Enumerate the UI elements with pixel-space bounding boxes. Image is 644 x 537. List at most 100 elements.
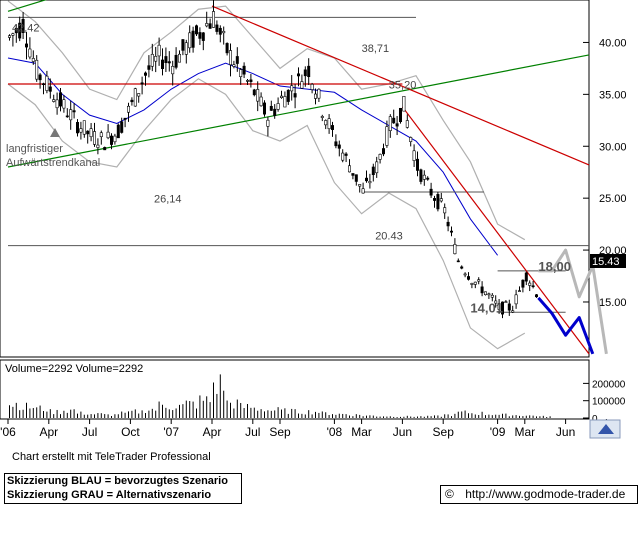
candle-body <box>106 131 110 139</box>
candle-body <box>317 88 321 99</box>
candle-body <box>273 108 277 116</box>
candle-body <box>381 148 385 155</box>
candle-body <box>330 125 334 130</box>
trend-line-4 <box>401 106 590 355</box>
candle-body <box>385 126 389 146</box>
candle-body <box>198 32 202 39</box>
candle-body <box>35 59 39 80</box>
candle-body <box>103 147 107 151</box>
candle-body <box>86 130 90 135</box>
candle-body <box>130 99 134 103</box>
legend-blue: Skizzierung BLAU = bevorzugtes Szenario <box>7 475 228 487</box>
candle-body <box>21 18 25 33</box>
candle-body <box>195 25 199 35</box>
candle-body <box>351 173 355 176</box>
x-tick-label-5: Apr <box>203 425 222 439</box>
volume-bars <box>9 374 551 418</box>
candle-body <box>252 89 256 96</box>
candle-body <box>337 144 341 149</box>
volume-label: Volume=2292 Volume=2292 <box>5 363 143 375</box>
candle-body <box>154 56 158 62</box>
candle-body <box>402 96 406 112</box>
candle-body <box>96 144 100 148</box>
candle-body <box>415 158 419 171</box>
candle-body <box>201 32 205 41</box>
candle-body <box>110 135 114 145</box>
candle-body <box>511 310 515 313</box>
candle-body <box>246 80 250 82</box>
candle-body <box>205 23 209 27</box>
trend-line-3 <box>211 5 590 166</box>
marker-triangle-icon <box>50 128 60 137</box>
candle-body <box>409 137 413 142</box>
candle-body <box>358 184 362 187</box>
y-tick-label-0: 40.00 <box>599 37 627 49</box>
scenario-line-1 <box>538 248 608 355</box>
scenario-line-0 <box>537 296 595 355</box>
annotation-level-42: 42,42 <box>12 22 40 34</box>
candle-body <box>354 174 358 182</box>
website-box[interactable]: © http://www.godmode-trader.de <box>440 485 638 504</box>
x-axis: '06 Apr Jul Oct '07 Apr Jul Sep '08 Mar Jun Sep '09 M… <box>0 419 617 439</box>
candle-body <box>137 93 141 97</box>
candle-body <box>41 83 45 85</box>
candle-body <box>310 84 314 90</box>
candle-body <box>174 54 178 68</box>
candle-body <box>487 293 491 296</box>
candle-body <box>52 99 56 102</box>
candle-body <box>235 56 239 64</box>
candle-body <box>361 188 365 194</box>
candle-body <box>443 207 447 214</box>
candle-body <box>405 120 409 128</box>
candle-body <box>157 44 161 57</box>
candle-body <box>28 48 32 58</box>
x-tick-label-7: Sep <box>269 425 291 439</box>
candle-body <box>82 120 86 135</box>
candle-body <box>313 93 317 99</box>
candle-body <box>293 93 297 98</box>
annotations: 42,42 38,71 35,20 26,14 20.43 18,00 14,01 <box>12 22 571 315</box>
candle-body <box>290 85 294 92</box>
candle-body <box>266 119 270 127</box>
moving-average-line <box>7 57 499 256</box>
channel-label-line1: langfristiger <box>6 143 63 155</box>
candle-body <box>215 24 219 32</box>
candle-body <box>388 116 392 131</box>
vol-tick-label-0: 200000 <box>592 379 626 390</box>
candle-body <box>150 53 154 67</box>
candle-body <box>344 153 348 156</box>
candle-body <box>490 294 494 298</box>
candle-body <box>473 281 477 285</box>
x-tick-label-8: '08 <box>327 425 343 439</box>
website-link[interactable]: http://www.godmode-trader.de <box>465 487 626 501</box>
candle-body <box>178 53 182 63</box>
y-tick-label-3: 25.00 <box>599 193 627 205</box>
x-tick-label-14: Jun <box>556 425 575 439</box>
candle-body <box>79 128 83 133</box>
candle-body <box>144 72 148 76</box>
candle-body <box>436 194 440 210</box>
candle-body <box>334 141 338 147</box>
candle-body <box>229 50 233 66</box>
candle-body <box>364 177 368 182</box>
channel-label-line2: Aufwärtstrendkanal <box>6 157 101 169</box>
candle-body <box>123 117 127 120</box>
bollinger-upper-line <box>7 0 526 241</box>
x-tick-label-2: Jul <box>82 425 97 439</box>
candle-body <box>429 188 433 196</box>
candle-body <box>225 43 229 54</box>
candle-body <box>262 102 266 115</box>
candle-body <box>480 286 484 294</box>
y-tick-label-5: 15.00 <box>599 297 627 309</box>
volume-panel <box>0 359 590 420</box>
candle-body <box>300 81 304 89</box>
candle-body <box>232 64 236 67</box>
candle-body <box>259 96 263 107</box>
candle-body <box>167 61 171 64</box>
candle-body <box>58 92 62 107</box>
candle-body <box>113 135 117 143</box>
arrow-up-icon <box>598 424 614 434</box>
candle-body <box>470 283 474 285</box>
chart-credit: Chart erstellt mit TeleTrader Profession… <box>12 451 211 463</box>
candle-body <box>256 89 260 102</box>
